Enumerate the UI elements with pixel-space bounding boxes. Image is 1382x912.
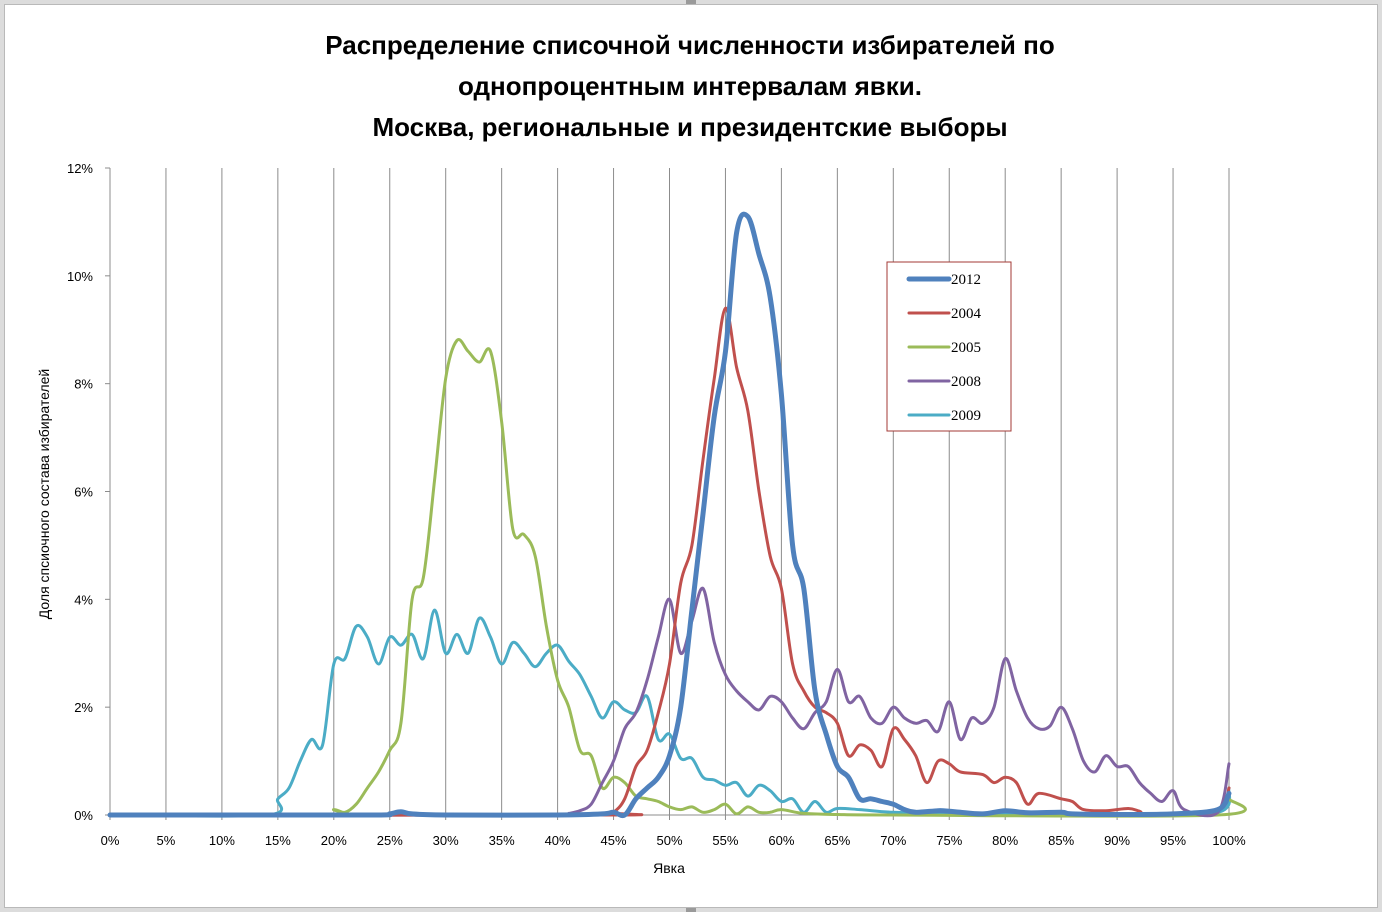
x-tick-label: 75% [936,833,962,848]
x-tick-label: 60% [768,833,794,848]
top-resize-handle[interactable] [686,0,696,4]
x-tick-label: 85% [1048,833,1074,848]
series-line-2012 [107,211,1232,819]
y-tick-label: 10% [67,269,93,284]
y-tick-label: 2% [74,700,93,715]
series-line-2004 [108,306,1231,817]
x-tick-label: 25% [377,833,403,848]
x-axis-label: Явка [653,860,685,876]
y-axis-ticks: 0% 2% 4% 6% 8% 10% 12% [67,161,110,823]
series-line-2009 [108,608,1232,818]
legend-label-2004: 2004 [951,306,982,322]
x-axis-ticks: 0% 5% 10% 15% 20% 25% 30% 35% 40% 45% 50% 55% 60% 65%… [101,815,1246,848]
x-tick-label: 10% [209,833,235,848]
x-tick-label: 30% [433,833,459,848]
x-tick-label: 0% [101,833,120,848]
legend-label-2009: 2009 [951,408,981,424]
x-tick-label: 45% [601,833,627,848]
x-tick-label: 80% [992,833,1018,848]
x-tick-label: 95% [1160,833,1186,848]
x-tick-label: 65% [824,833,850,848]
series-line-2008 [108,586,1231,818]
legend-label-2012: 2012 [951,272,981,288]
chart-title: Распределение списочной численности изби… [325,30,1054,142]
y-tick-label: 8% [74,377,93,392]
x-tick-label: 5% [157,833,176,848]
series-line-2005 [108,338,1247,818]
title-line-1: Распределение списочной численности изби… [325,30,1054,60]
x-tick-label: 100% [1212,833,1246,848]
x-tick-label: 35% [489,833,515,848]
x-tick-label: 15% [265,833,291,848]
y-tick-label: 0% [74,808,93,823]
legend-label-2008: 2008 [951,374,981,390]
series-layer [107,211,1247,819]
legend-label-2005: 2005 [951,340,981,356]
x-tick-label: 20% [321,833,347,848]
y-axis-label: Доля спсиочного состава избирателей [36,369,52,619]
x-tick-label: 40% [545,833,571,848]
y-tick-label: 12% [67,161,93,176]
legend: 2012 2004 2005 2008 2009 [886,261,1012,432]
x-tick-label: 70% [880,833,906,848]
x-tick-label: 50% [656,833,682,848]
y-tick-label: 6% [74,485,93,500]
title-line-2: однопроцентным интервалам явки. [458,71,922,101]
title-line-3: Москва, региональные и президентские выб… [372,112,1007,142]
x-tick-label: 55% [712,833,738,848]
x-tick-label: 90% [1104,833,1130,848]
bottom-resize-handle[interactable] [686,908,696,912]
y-tick-label: 4% [74,592,93,607]
